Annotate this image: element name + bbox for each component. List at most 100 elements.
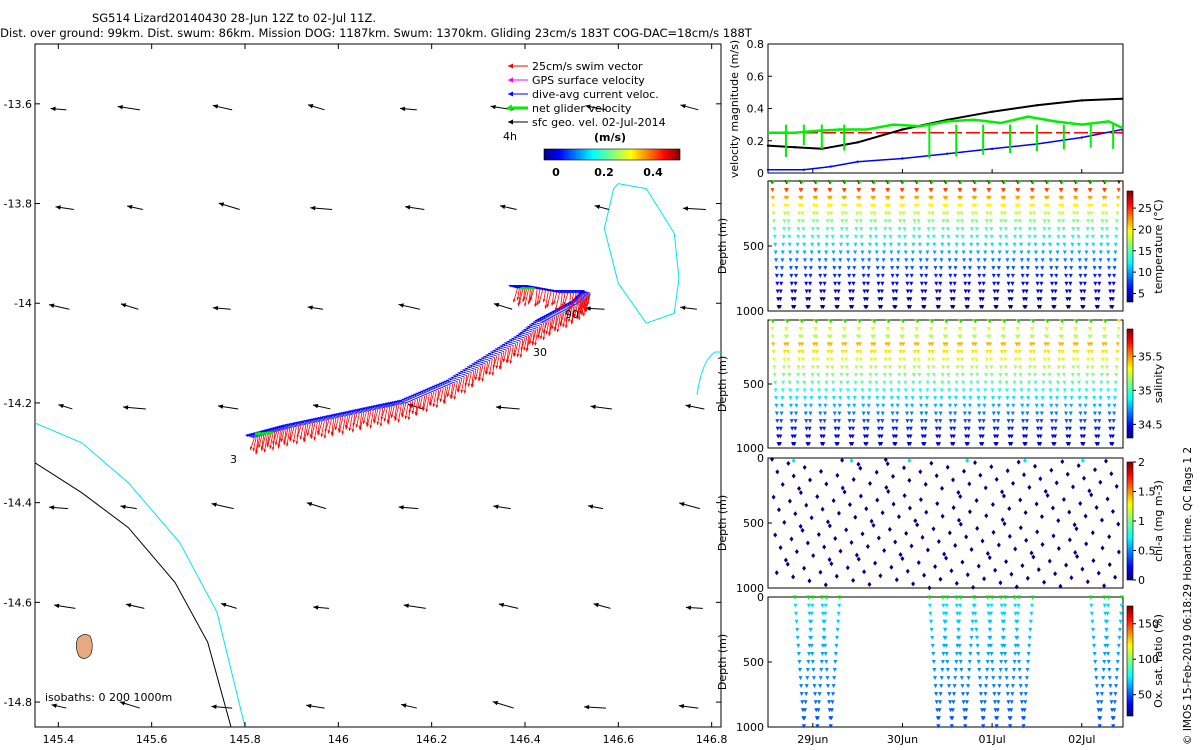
profile-mark <box>832 403 837 408</box>
profile-mark <box>785 203 790 208</box>
oxygen-mark <box>818 676 823 681</box>
profile-mark <box>1088 334 1093 339</box>
profile-mark <box>782 350 787 354</box>
dac-vector-head <box>476 360 480 363</box>
dac-vector-head <box>455 373 459 377</box>
dac-vector-head <box>250 433 255 436</box>
oxygen-mark <box>796 651 801 656</box>
profile-mark <box>788 266 793 271</box>
dac-vector-head <box>527 325 531 329</box>
profile-mark <box>876 281 881 286</box>
profile-mark <box>941 211 946 216</box>
swim-vector-head <box>578 317 581 321</box>
profile-mark <box>985 350 990 354</box>
profile-mark <box>923 289 928 294</box>
swim-vector-head <box>584 309 588 313</box>
colorbar-tick-label: 1.5 <box>1138 486 1156 499</box>
isobath-reef-ring <box>603 183 680 324</box>
chl-mark <box>847 502 852 508</box>
chl-mark <box>887 526 892 532</box>
profile-mark <box>1106 388 1111 393</box>
profile-mark <box>918 250 923 255</box>
chl-mark <box>840 485 845 491</box>
chl-mark <box>915 522 920 528</box>
profile-mark <box>1021 289 1026 294</box>
net-glider-velocity-vectors <box>254 286 535 436</box>
profile-mark <box>1005 258 1010 263</box>
oxygen-mark <box>1117 627 1122 632</box>
profile-mark <box>850 434 855 439</box>
swim-vector <box>548 318 554 337</box>
profile-mark <box>829 211 834 216</box>
swim-vector-head <box>432 403 436 407</box>
swim-vector <box>408 400 414 414</box>
oxygen-mark <box>931 660 936 664</box>
oxygen-mark <box>1095 692 1100 697</box>
chl-mark <box>1000 517 1005 523</box>
swim-vector <box>317 421 323 436</box>
dac-vector-head <box>392 401 396 404</box>
vel-ytick-label: 0.4 <box>747 103 765 116</box>
profile-mark <box>876 411 881 416</box>
geo-vector-head <box>685 404 691 409</box>
profile-mark <box>996 419 1001 424</box>
swim-vector-head <box>351 429 355 433</box>
profile-mark <box>808 273 813 278</box>
oxygen-mark <box>1000 619 1005 624</box>
swim-vector <box>450 382 456 400</box>
profile-mark <box>937 434 942 439</box>
profile-mark <box>818 281 823 286</box>
oxygen-mark <box>1013 603 1018 608</box>
profile-mark <box>916 357 921 362</box>
profile-mark <box>919 266 924 271</box>
profile-mark <box>1107 403 1112 408</box>
profile-mark <box>1098 258 1103 263</box>
map-ytick-label: -13.8 <box>4 198 32 211</box>
profile-mark <box>947 266 952 271</box>
swim-vector <box>341 416 346 435</box>
profile-mark <box>1041 388 1046 393</box>
profile-mark <box>1004 250 1009 255</box>
profile-mark <box>832 411 837 416</box>
profile-mark <box>962 396 967 401</box>
profile-mark <box>772 365 777 370</box>
profile-mark <box>784 326 789 331</box>
swim-vector <box>527 288 531 305</box>
chl-mark <box>819 468 824 474</box>
profile-mark <box>912 219 917 224</box>
profile-mark <box>981 426 986 431</box>
profile-mark <box>853 388 858 393</box>
profile-mark <box>908 289 913 294</box>
profile-mark <box>799 326 804 331</box>
dac-vector <box>443 380 453 385</box>
profile-mark <box>1055 242 1060 247</box>
chl-mark <box>1098 479 1103 485</box>
profile-mark <box>1005 403 1010 408</box>
swim-vector-head <box>499 366 502 370</box>
geo-vector-head <box>50 106 56 112</box>
profile-mark <box>790 289 795 294</box>
chl-mark <box>794 549 799 555</box>
dac-vector <box>345 411 355 415</box>
profile-mark <box>944 203 949 208</box>
dac-vector <box>525 327 535 332</box>
profile-mark <box>911 242 916 247</box>
oxygen-mark <box>958 660 963 664</box>
dac-vector <box>434 384 444 389</box>
chl-mark <box>1036 567 1041 573</box>
geo-vector-head <box>117 104 123 110</box>
chl-mark <box>1085 579 1090 585</box>
dac-vector-head <box>341 412 345 415</box>
profile-mark <box>909 411 914 416</box>
geo-vector-head <box>312 403 319 409</box>
chl-mark <box>858 465 863 471</box>
geo-vector-head <box>58 403 64 409</box>
chl-mark <box>1072 522 1077 528</box>
profile-mark <box>933 266 938 271</box>
chl-mark <box>907 505 912 511</box>
dac-vector-head <box>406 396 410 400</box>
geo-vector-head <box>220 602 227 608</box>
profile-mark <box>1116 334 1121 339</box>
chl-mark <box>960 559 965 565</box>
chl-mark <box>820 506 825 512</box>
